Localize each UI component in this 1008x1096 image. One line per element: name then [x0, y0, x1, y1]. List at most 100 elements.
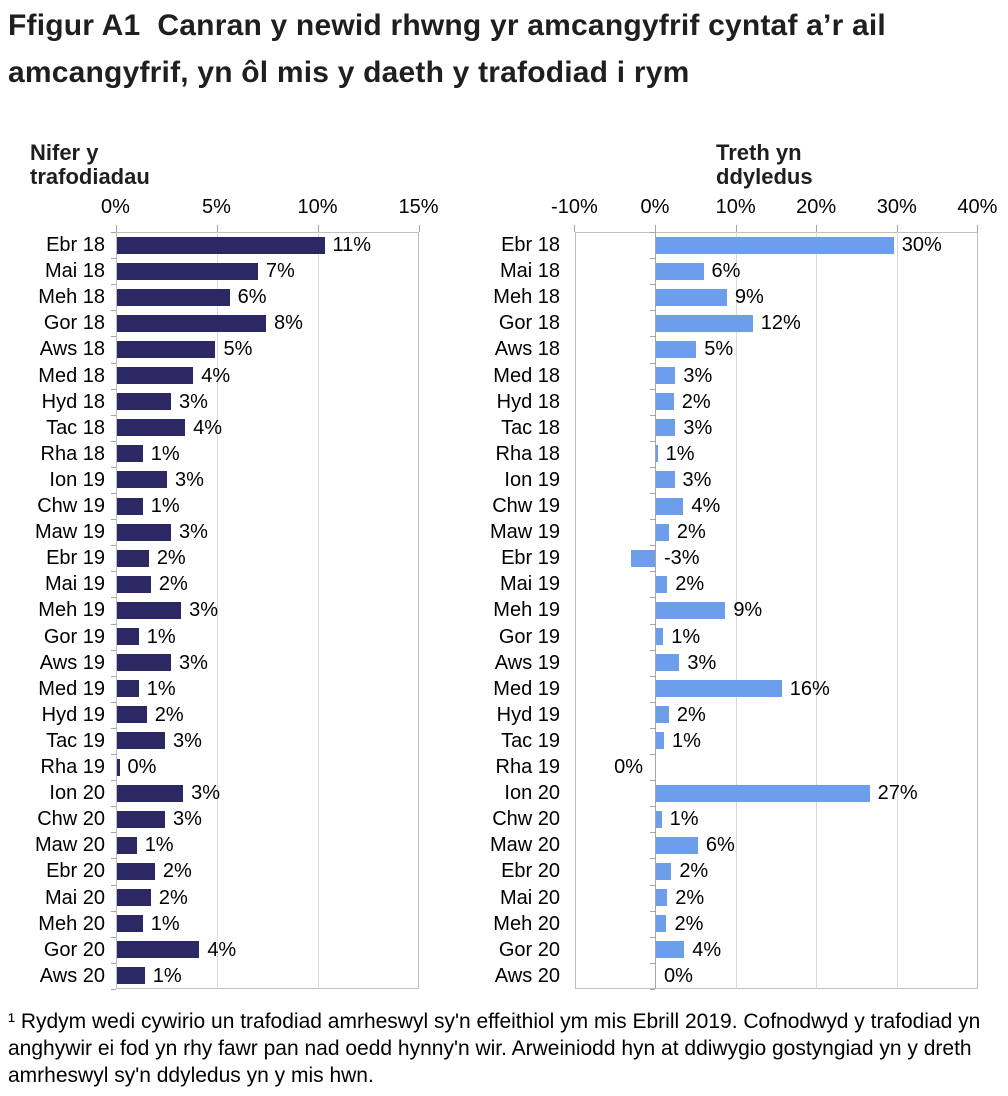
row-tick: [110, 910, 116, 912]
category-label: Aws 19: [494, 651, 560, 674]
chart-header: Treth yn ddyledus: [716, 140, 813, 189]
row-tick: [110, 388, 116, 390]
category-label: Meh 19: [38, 599, 105, 622]
bar: [116, 445, 143, 463]
value-label: 2%: [156, 547, 186, 570]
category-label: Chw 20: [492, 808, 560, 831]
bar: [656, 836, 698, 854]
bar: [116, 523, 172, 541]
category-label: Maw 19: [34, 521, 105, 544]
row-tick: [110, 232, 116, 233]
value-label: 0%: [614, 756, 643, 779]
bar: [116, 419, 186, 437]
row-tick: [650, 362, 655, 364]
category-label: Ebr 19: [46, 547, 105, 570]
bar: [116, 393, 172, 411]
row-tick: [110, 884, 116, 886]
category-label: Mai 20: [499, 886, 560, 909]
value-label: 9%: [733, 599, 763, 622]
category-label: Meh 20: [38, 912, 105, 935]
category-label: Hyd 19: [496, 703, 560, 726]
row-tick: [650, 519, 655, 521]
bar: [656, 654, 680, 672]
category-label: Maw 19: [489, 521, 560, 544]
value-label: -3%: [664, 547, 700, 570]
row-tick: [650, 388, 655, 390]
row-tick: [110, 336, 116, 338]
row-tick: [650, 597, 655, 599]
category-label: Chw 19: [492, 495, 560, 518]
value-label: 0%: [664, 964, 693, 987]
category-label: Mai 20: [44, 886, 105, 909]
bar: [116, 288, 230, 306]
value-label: 30%: [901, 234, 942, 257]
row-tick: [110, 780, 116, 782]
bar: [656, 393, 674, 411]
bar: [116, 262, 258, 280]
bar: [116, 836, 137, 854]
value-label: 5%: [223, 338, 253, 361]
category-label: Rha 18: [40, 442, 106, 465]
bar: [656, 732, 665, 750]
category-label: Tac 18: [46, 416, 105, 439]
bar: [116, 575, 151, 593]
row-tick: [650, 832, 655, 834]
category-label: Aws 19: [39, 651, 105, 674]
category-label: Med 18: [493, 364, 560, 387]
category-label: Ion 20: [504, 782, 560, 805]
category-label: Mai 18: [44, 260, 105, 283]
row-tick: [650, 466, 655, 468]
axis-tick: [216, 225, 218, 232]
row-tick: [110, 597, 116, 599]
bar: [116, 340, 216, 358]
bar: [116, 680, 139, 698]
category-label: Aws 20: [494, 964, 560, 987]
value-label: 3%: [172, 729, 202, 752]
row-tick: [650, 623, 655, 625]
value-label: 2%: [679, 860, 709, 883]
row-tick: [650, 258, 655, 260]
bar: [656, 889, 668, 907]
category-label: Mai 19: [499, 573, 560, 596]
axis-tick: [896, 225, 898, 232]
bar: [656, 601, 726, 619]
row-tick: [650, 440, 655, 442]
row-tick: [110, 493, 116, 494]
category-label: Gor 18: [43, 312, 105, 335]
value-label: 1%: [144, 834, 174, 857]
bar: [116, 628, 139, 646]
category-label: Gor 20: [43, 938, 105, 961]
category-label: Meh 19: [493, 599, 560, 622]
bar: [116, 549, 149, 567]
category-label: Med 19: [38, 677, 105, 700]
row-tick: [650, 910, 655, 912]
row-tick: [650, 649, 655, 651]
bar: [116, 732, 165, 750]
gridline: [655, 232, 656, 989]
plot-area: [575, 232, 978, 989]
chart-header: Nifer y trafodiadau: [30, 140, 150, 189]
value-label: 1%: [152, 964, 182, 987]
row-tick: [650, 545, 655, 547]
value-label: 2%: [162, 860, 192, 883]
category-label: Gor 18: [498, 312, 560, 335]
row-tick: [110, 806, 116, 808]
row-tick: [650, 858, 655, 860]
bar: [116, 915, 143, 933]
category-label: Ion 19: [49, 468, 105, 491]
category-label: Med 18: [38, 364, 105, 387]
category-label: Meh 18: [38, 286, 105, 309]
bar: [656, 915, 667, 933]
value-label: 3%: [683, 364, 713, 387]
value-label: 3%: [179, 390, 208, 413]
axis-tick: [977, 225, 979, 232]
bar: [116, 810, 165, 828]
value-label: 6%: [711, 260, 741, 283]
value-label: 3%: [179, 521, 208, 544]
category-label: Ebr 19: [501, 547, 560, 570]
row-tick: [650, 571, 655, 573]
row-tick: [110, 623, 116, 625]
figure-title: Ffigur A1 Canran y newid rhwng yr amcang…: [8, 9, 895, 89]
row-tick: [650, 493, 655, 494]
